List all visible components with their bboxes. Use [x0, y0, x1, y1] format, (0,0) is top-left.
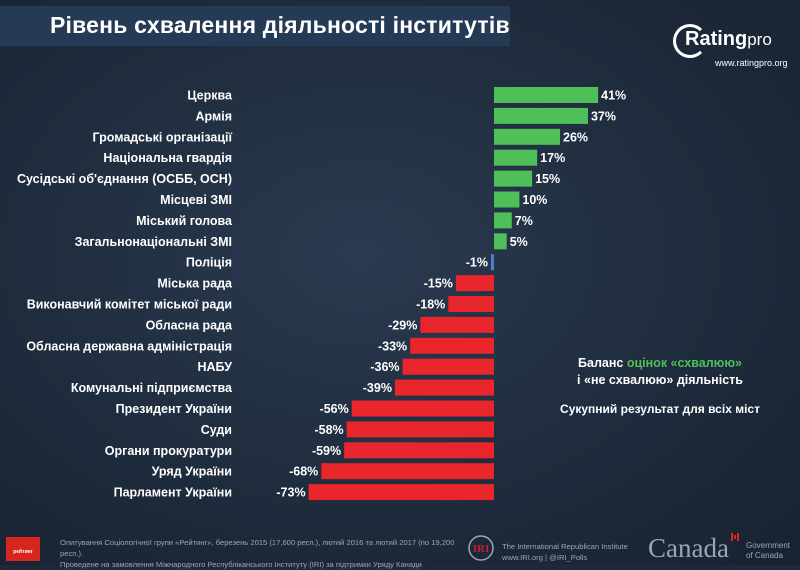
legend-title: Баланс оцінок «схвалюю» і «не схвалюю» д… [540, 355, 780, 389]
data-label: -56% [320, 402, 349, 416]
logo-url: www.ratingpro.org [715, 58, 788, 68]
data-label: 26% [563, 130, 588, 144]
category-label: Парламент України [114, 486, 232, 500]
bar [448, 296, 494, 312]
data-label: -58% [314, 423, 343, 437]
bar [494, 191, 520, 208]
data-label: -29% [388, 318, 417, 332]
legend-line-1: Баланс оцінок «схвалюю» [540, 355, 780, 372]
bar [494, 212, 512, 229]
category-label: Громадські організації [93, 130, 233, 144]
category-label: Президент України [116, 402, 232, 416]
bar [410, 337, 494, 354]
category-label: Армія [195, 109, 232, 123]
category-label: Міська рада [157, 277, 233, 291]
data-label: -36% [370, 360, 399, 374]
bar [494, 170, 533, 187]
bar [346, 421, 494, 438]
footnote: Опитування Соціологічної групи «Рейтинг»… [60, 537, 460, 570]
rating-badge-logo: рейтинг [6, 537, 40, 561]
category-label: Місцеві ЗМІ [160, 193, 232, 207]
data-label: -1% [466, 256, 488, 270]
legend-subtitle: Сукупний результат для всіх міст [560, 402, 760, 416]
gov-line-2: of Canada [746, 551, 783, 560]
data-label: -18% [416, 298, 445, 312]
bar [402, 358, 494, 375]
data-label: -39% [363, 381, 392, 395]
logo-wordmark: Ratingpro [685, 28, 772, 51]
category-label: Загальнонаціональні ЗМІ [75, 235, 232, 249]
data-label: -33% [378, 339, 407, 353]
category-label: Поліція [186, 256, 232, 270]
data-label: 10% [522, 193, 547, 207]
category-label: Сусідські об'єднання (ОСББ, ОСН) [17, 172, 232, 186]
bar [491, 254, 494, 271]
data-label: 41% [601, 89, 626, 103]
bar [308, 484, 494, 501]
category-label: Органи прокуратури [105, 444, 232, 458]
canada-wordmark: Canada [648, 533, 729, 563]
iri-line-2: www.IRI.org | @IRI_Polls [502, 553, 588, 562]
legend-line-2: і «не схвалюю» діяльність [577, 373, 743, 387]
data-label: 17% [540, 151, 565, 165]
category-label: Обласна державна адміністрація [26, 339, 232, 353]
bar [494, 149, 538, 166]
iri-logo-icon: IRI [468, 535, 494, 561]
iri-text: The International Republican Institute w… [502, 541, 628, 563]
iri-line-1: The International Republican Institute [502, 542, 628, 551]
footnote-line-1: Опитування Соціологічної групи «Рейтинг»… [60, 538, 455, 558]
title-bar [0, 6, 510, 46]
category-label: Уряд України [152, 465, 232, 479]
data-label: 37% [591, 109, 616, 123]
bar [494, 87, 599, 103]
data-label: -15% [424, 277, 453, 291]
data-label: 15% [535, 172, 560, 186]
category-label: Національна гвардія [103, 151, 232, 165]
bar [455, 275, 494, 292]
data-label: -73% [276, 486, 305, 500]
bar [321, 463, 494, 480]
chart-title: Рівень схвалення діяльності інститутів [50, 12, 510, 38]
ratingpro-logo: Ratingpro www.ratingpro.org [673, 24, 793, 70]
gov-line-1: Government [746, 541, 791, 550]
bar [494, 107, 588, 124]
data-label: 5% [510, 235, 528, 249]
category-label: Виконавчий комітет міської ради [27, 298, 232, 312]
data-label: -68% [289, 465, 318, 479]
svg-text:IRI: IRI [473, 543, 490, 555]
bar [420, 316, 494, 333]
legend-line-1-prefix: Баланс [578, 356, 627, 370]
legend-line-1-accent: оцінок «схвалюю» [626, 356, 742, 370]
logo-brand-suffix: pro [747, 30, 772, 49]
government-of-canada: Government of Canada [746, 541, 790, 561]
bar [394, 379, 494, 396]
logo-circle-icon [673, 24, 707, 58]
category-label: Обласна рада [146, 318, 233, 332]
logo-brand: Rating [685, 28, 748, 50]
bar [494, 128, 561, 145]
bar [344, 442, 494, 459]
data-label: -59% [312, 444, 341, 458]
category-label: Суди [201, 423, 232, 437]
canada-flag-icon [731, 533, 739, 541]
bar [351, 400, 494, 417]
data-label: 7% [515, 214, 533, 228]
category-label: Комунальні підприємства [71, 381, 233, 395]
category-label: Міський голова [136, 214, 233, 228]
category-label: НАБУ [197, 360, 232, 374]
bar [494, 233, 507, 250]
category-label: Церква [187, 89, 233, 103]
